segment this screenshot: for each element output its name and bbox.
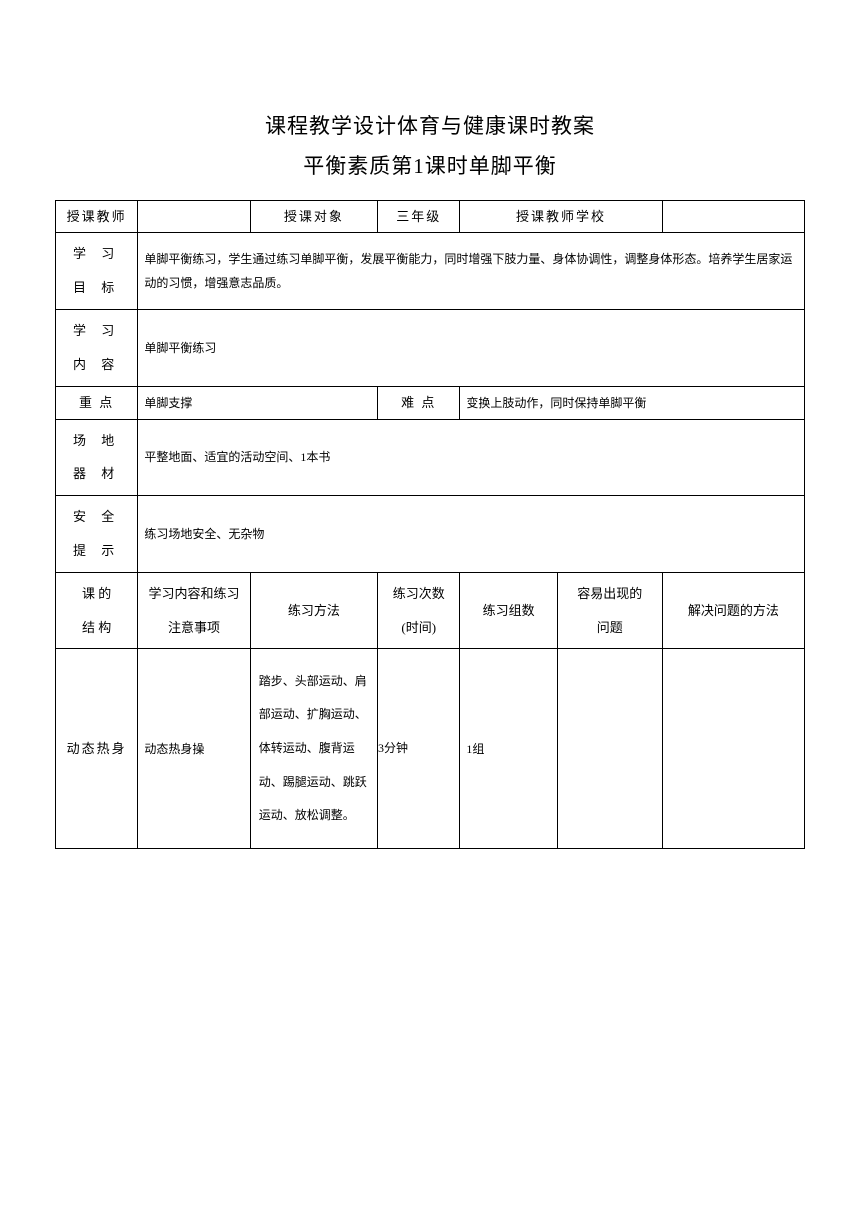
header-row: 授课教师 授课对象 三年级 授课教师学校	[56, 201, 805, 233]
lesson-plan-table: 授课教师 授课对象 三年级 授课教师学校 学 习 目 标 单脚平衡练习，学生通过…	[55, 200, 805, 849]
warmup-row: 动态热身 动态热身操 踏步、头部运动、肩部运动、扩胸运动、体转运动、腹背运动、踢…	[56, 649, 805, 849]
structure-col2: 练习方法	[250, 572, 377, 649]
structure-col5: 容易出现的 问题	[557, 572, 662, 649]
subject-label: 授课对象	[250, 201, 377, 233]
warmup-groups: 1组	[460, 649, 557, 849]
safety-label: 安 全 提 示	[56, 496, 138, 573]
content-row: 学 习 内 容 单脚平衡练习	[56, 309, 805, 386]
school-label: 授课教师学校	[460, 201, 662, 233]
diff-text: 变换上肢动作，同时保持单脚平衡	[460, 386, 805, 419]
safety-text: 练习场地安全、无杂物	[138, 496, 805, 573]
safety-row: 安 全 提 示 练习场地安全、无杂物	[56, 496, 805, 573]
teacher-label: 授课教师	[56, 201, 138, 233]
warmup-solutions	[662, 649, 804, 849]
warmup-label: 动态热身	[56, 649, 138, 849]
structure-col3: 练习次数 (时间)	[378, 572, 460, 649]
warmup-problems	[557, 649, 662, 849]
goal-row: 学 习 目 标 单脚平衡练习，学生通过练习单脚平衡，发展平衡能力，同时增强下肢力…	[56, 233, 805, 310]
warmup-content: 动态热身操	[138, 649, 250, 849]
goal-text: 单脚平衡练习，学生通过练习单脚平衡，发展平衡能力，同时增强下肢力量、身体协调性，…	[138, 233, 805, 310]
teacher-value	[138, 201, 250, 233]
structure-col6: 解决问题的方法	[662, 572, 804, 649]
key-diff-row: 重 点 单脚支撑 难 点 变换上肢动作，同时保持单脚平衡	[56, 386, 805, 419]
key-text: 单脚支撑	[138, 386, 378, 419]
content-text: 单脚平衡练习	[138, 309, 805, 386]
school-value	[662, 201, 804, 233]
structure-col0: 课 的 结 构	[56, 572, 138, 649]
content-label: 学 习 内 容	[56, 309, 138, 386]
venue-row: 场 地 器 材 平整地面、适宜的活动空间、1本书	[56, 419, 805, 496]
page-title-1: 课程教学设计体育与健康课时教案	[55, 110, 805, 140]
structure-header-row: 课 的 结 构 学习内容和练习 注意事项 练习方法 练习次数 (时间) 练习组数…	[56, 572, 805, 649]
venue-label: 场 地 器 材	[56, 419, 138, 496]
structure-col4: 练习组数	[460, 572, 557, 649]
venue-text: 平整地面、适宜的活动空间、1本书	[138, 419, 805, 496]
key-label: 重 点	[56, 386, 138, 419]
diff-label: 难 点	[378, 386, 460, 419]
warmup-method: 踏步、头部运动、肩部运动、扩胸运动、体转运动、腹背运动、踢腿运动、跳跃运动、放松…	[250, 649, 377, 849]
subject-value: 三年级	[378, 201, 460, 233]
structure-col1: 学习内容和练习 注意事项	[138, 572, 250, 649]
warmup-time: 3分钟	[378, 649, 460, 849]
goal-label: 学 习 目 标	[56, 233, 138, 310]
page-title-2: 平衡素质第1课时单脚平衡	[55, 150, 805, 180]
